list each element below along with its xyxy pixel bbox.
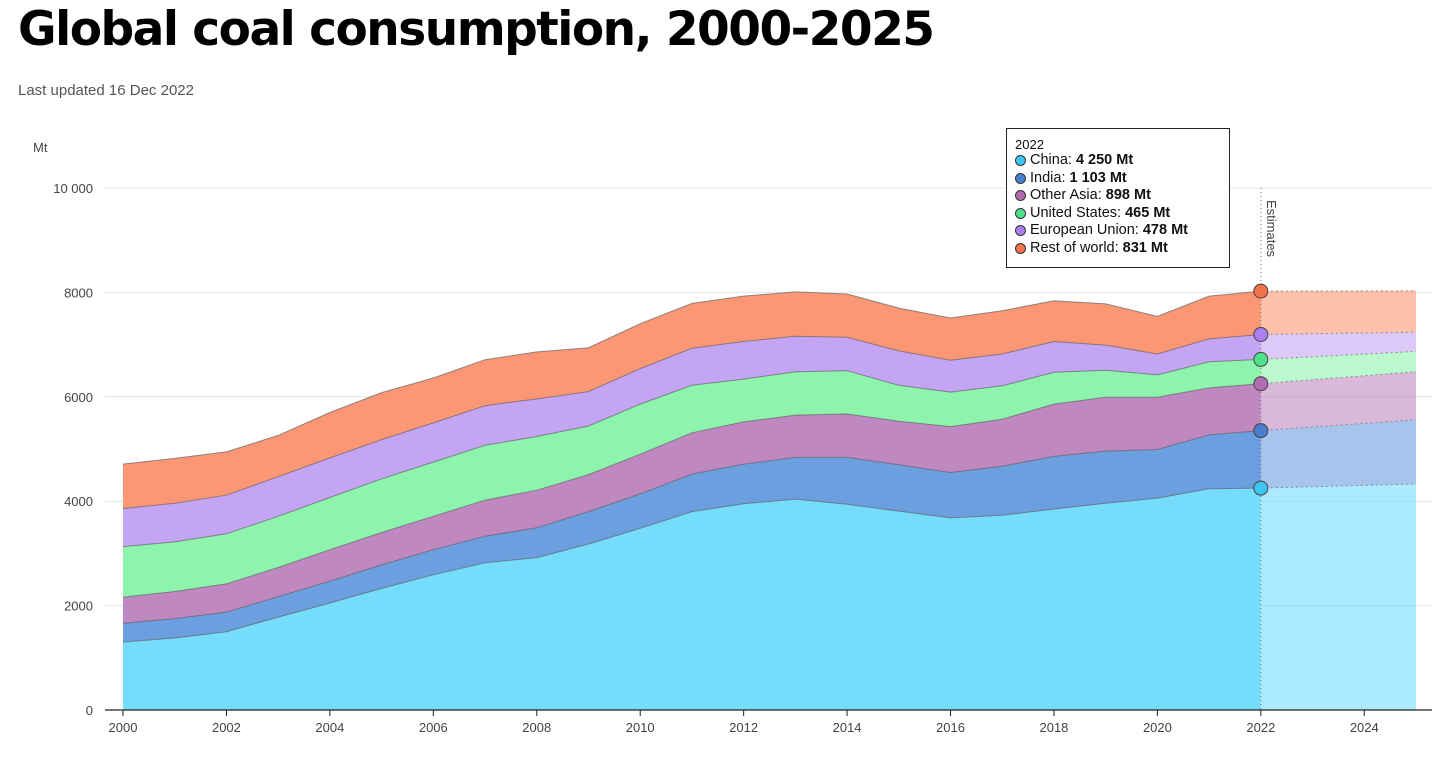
x-tick-label: 2002 (212, 720, 241, 735)
tooltip-row: European Union: 478 Mt (1015, 222, 1229, 240)
marker-china (1253, 480, 1269, 496)
x-tick-label: 2012 (729, 720, 758, 735)
y-axis-unit-label: Mt (33, 140, 48, 155)
tooltip-series-label: United States: (1030, 204, 1126, 221)
legend-dot-icon (1015, 172, 1026, 184)
area-estimate-united-states (1260, 351, 1416, 384)
tooltip-series-value: 831 Mt (1122, 239, 1168, 256)
y-tick-label: 8000 (64, 285, 93, 300)
tooltip-row: Rest of world: 831 Mt (1015, 240, 1229, 258)
area-estimate-rest-of-world (1260, 290, 1416, 335)
y-tick-label: 2000 (64, 599, 93, 614)
x-tick-label: 2016 (936, 720, 965, 735)
series-line-rest-of-world (122, 290, 1261, 465)
series-line-estimate-other-asia (1260, 371, 1417, 385)
series-line-estimate-china (1260, 483, 1417, 489)
tooltip-row: India: 1 103 Mt (1015, 170, 1229, 188)
x-tick-label: 2022 (1246, 720, 1275, 735)
legend-dot-icon (1015, 242, 1026, 254)
last-updated-text: Last updated 16 Dec 2022 (18, 82, 194, 99)
x-tick-label: 2006 (419, 720, 448, 735)
y-tick-label: 0 (86, 703, 93, 718)
data-tooltip: 2022 China: 4 250 Mt India: 1 103 Mt Other… (1006, 128, 1230, 268)
tooltip-row: United States: 465 Mt (1015, 205, 1229, 223)
tooltip-series-value: 4 250 Mt (1075, 152, 1134, 168)
area-india (123, 430, 1261, 643)
estimates-label: Estimates (1264, 200, 1279, 258)
series-line-estimate-united-states (1260, 350, 1417, 360)
marker-india (1253, 423, 1269, 439)
area-estimate-india (1260, 419, 1416, 489)
series-line-estimate-european-union (1260, 331, 1417, 335)
area-united-states (123, 359, 1261, 598)
area-european-union (123, 334, 1261, 547)
area-china (123, 488, 1261, 710)
area-estimate-china (1260, 484, 1416, 710)
area-rest-of-world (123, 291, 1261, 509)
area-estimate-european-union (1260, 332, 1416, 360)
tooltip-series-value: 478 Mt (1142, 222, 1188, 238)
area-estimate-other-asia (1260, 371, 1416, 431)
x-tick-label: 2018 (1039, 720, 1068, 735)
series-line-european-union (122, 334, 1261, 509)
tooltip-series-value: 898 Mt (1105, 187, 1151, 203)
area-other-asia (123, 383, 1261, 624)
series-line-estimate-india (1260, 419, 1417, 432)
tooltip-year: 2022 (1015, 137, 1044, 152)
series-line-united-states (122, 358, 1261, 548)
series-line-china (122, 487, 1261, 643)
legend-dot-icon (1015, 207, 1026, 219)
tooltip-row: Other Asia: 898 Mt (1015, 187, 1229, 205)
x-tick-label: 2000 (109, 720, 138, 735)
legend-dot-icon (1015, 225, 1026, 237)
tooltip-series-label: Other Asia: (1030, 187, 1106, 203)
tooltip-series-value: 465 Mt (1125, 204, 1171, 221)
tooltip-series-label: Rest of world: (1030, 239, 1123, 256)
series-line-other-asia (122, 383, 1261, 598)
series-line-india (122, 430, 1261, 624)
tooltip-row: China: 4 250 Mt (1015, 152, 1229, 170)
x-tick-label: 2010 (626, 720, 655, 735)
tooltip-series-value: 1 103 Mt (1069, 169, 1127, 186)
y-tick-label: 6000 (64, 390, 93, 405)
marker-other-asia (1253, 376, 1269, 392)
y-tick-label: 10 000 (53, 181, 93, 196)
marker-european-union (1253, 326, 1269, 342)
marker-united-states (1253, 351, 1269, 367)
legend-dot-icon (1015, 190, 1026, 202)
y-tick-label: 4000 (64, 494, 93, 509)
x-tick-label: 2004 (315, 720, 344, 735)
x-tick-label: 2024 (1350, 720, 1379, 735)
x-tick-label: 2008 (522, 720, 551, 735)
tooltip-series-label: India: (1030, 169, 1070, 186)
page-title: Global coal consumption, 2000-2025 (18, 2, 935, 57)
tooltip-series-label: European Union: (1030, 222, 1143, 238)
marker-rest-of-world (1253, 283, 1269, 299)
x-tick-label: 2014 (833, 720, 862, 735)
legend-dot-icon (1015, 155, 1026, 167)
x-tick-label: 2020 (1143, 720, 1172, 735)
tooltip-series-label: China: (1030, 152, 1076, 168)
